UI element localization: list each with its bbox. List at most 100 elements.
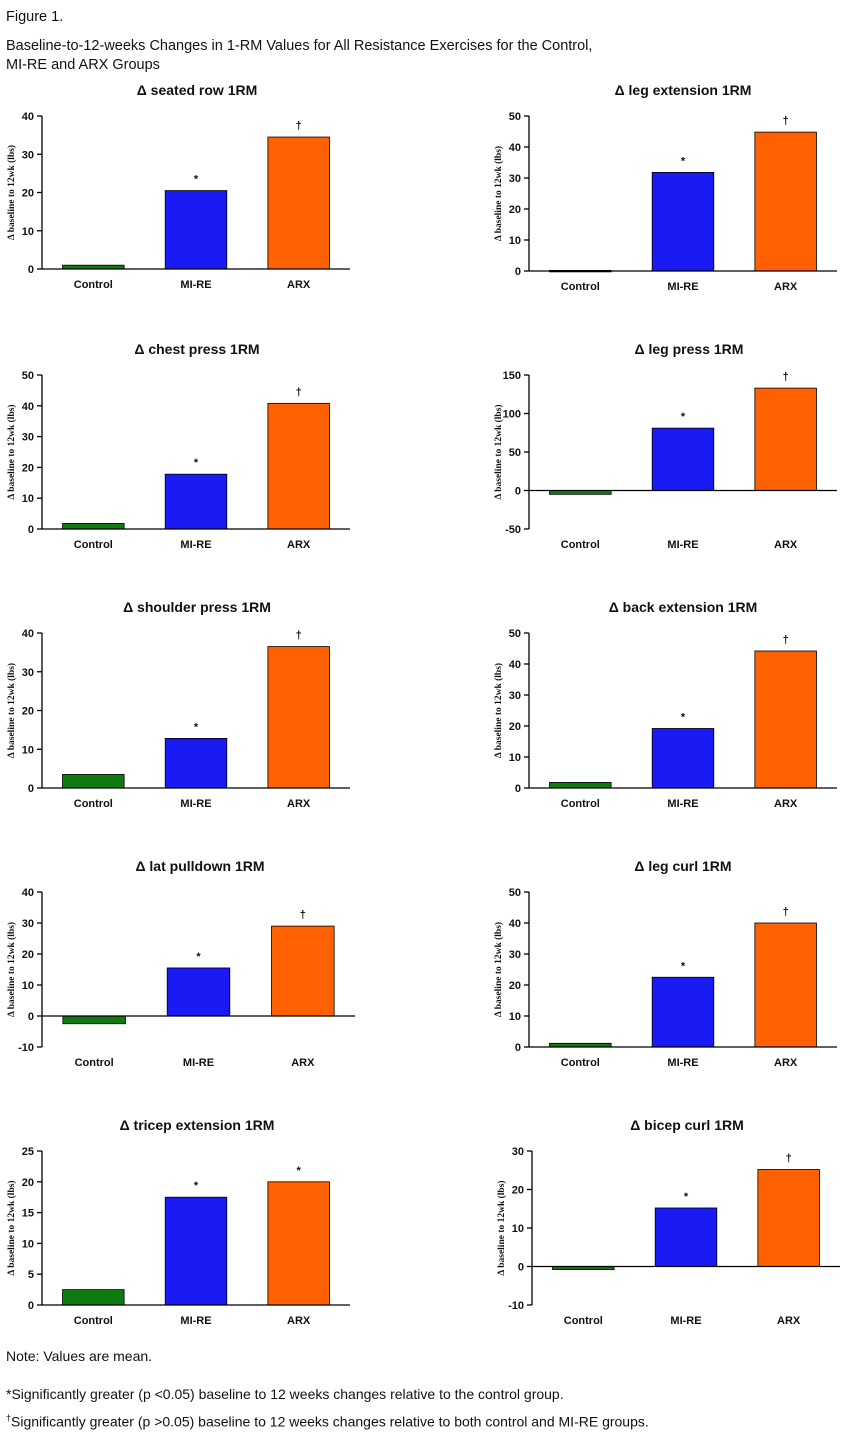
bar-arx xyxy=(754,650,817,789)
chart-leg-curl-1rm: Δ leg curl 1RM Δ baseline to 12wk (lbs) 0 1… xyxy=(493,858,837,1069)
x-tick-label-mi-re: MI-RE xyxy=(667,539,698,551)
figure-label: Figure 1. xyxy=(6,9,64,25)
y-tick-label: 20 xyxy=(512,1185,524,1197)
x-tick-label-arx: ARX xyxy=(287,1315,311,1327)
y-tick-label: 30 xyxy=(509,949,521,961)
y-tick-label: 50 xyxy=(509,628,521,640)
y-axis-label: Δ baseline to 12wk (lbs) xyxy=(493,922,504,1017)
y-tick-label: 30 xyxy=(512,1146,524,1158)
dagger-symbol: † xyxy=(6,1413,12,1423)
y-tick-label: 0 xyxy=(28,524,34,536)
y-axis-label: Δ baseline to 12wk (lbs) xyxy=(6,663,17,758)
y-tick-label: 50 xyxy=(509,447,521,459)
bar-arx xyxy=(267,646,330,789)
figure-title-line-2: MI-RE and ARX Groups xyxy=(6,57,160,73)
chart-title: Δ bicep curl 1RM xyxy=(630,1117,744,1133)
chart-title: Δ tricep extension 1RM xyxy=(120,1117,275,1133)
y-tick-label: 50 xyxy=(509,111,521,123)
y-axis-label: Δ baseline to 12wk (lbs) xyxy=(493,404,504,499)
x-tick-label-control: Control xyxy=(561,281,600,293)
chart-tricep-extension-1rm: Δ tricep extension 1RM Δ baseline to 12wk… xyxy=(6,1117,350,1327)
bar-control xyxy=(549,782,612,789)
y-tick-label: 30 xyxy=(22,667,34,679)
y-tick-label: 50 xyxy=(22,370,34,382)
chart-title: Δ lat pulldown 1RM xyxy=(135,858,264,874)
significance-mark-arx: † xyxy=(783,634,789,646)
bar-arx xyxy=(267,136,330,270)
chart-title: Δ chest press 1RM xyxy=(134,341,259,357)
y-tick-label: 20 xyxy=(509,721,521,733)
y-tick-label: 40 xyxy=(509,918,521,930)
bar-mi-re xyxy=(164,1196,228,1306)
significance-mark-arx: † xyxy=(296,630,302,642)
chart-title: Δ leg curl 1RM xyxy=(634,858,731,874)
significance-mark-arx: † xyxy=(786,1152,792,1164)
x-tick-label-arx: ARX xyxy=(774,798,798,810)
x-tick-label-mi-re: MI-RE xyxy=(180,1315,211,1327)
y-tick-label: 20 xyxy=(22,462,34,474)
y-tick-label: 40 xyxy=(22,628,34,640)
y-axis-label: Δ baseline to 12wk (lbs) xyxy=(493,663,504,758)
bar-control xyxy=(62,774,125,789)
x-tick-label-control: Control xyxy=(74,539,113,551)
x-tick-label-control: Control xyxy=(74,279,113,291)
y-tick-label: 100 xyxy=(503,409,521,421)
x-tick-label-arx: ARX xyxy=(774,281,798,293)
chart-title: Δ back extension 1RM xyxy=(609,599,758,615)
bar-arx xyxy=(754,131,817,272)
y-tick-label: 10 xyxy=(509,235,521,247)
chart-shoulder-press-1rm: Δ shoulder press 1RM Δ baseline to 12wk (… xyxy=(6,599,350,810)
bar-control xyxy=(62,523,125,530)
y-tick-label: 10 xyxy=(509,752,521,764)
chart-back-extension-1rm: Δ back extension 1RM Δ baseline to 12wk (… xyxy=(493,599,837,810)
y-tick-label: 30 xyxy=(22,918,34,930)
chart-lat-pulldown-1rm: Δ lat pulldown 1RM Δ baseline to 12wk (lb… xyxy=(6,858,355,1069)
y-tick-label: 0 xyxy=(28,1300,34,1312)
note-significance-star: *Significantly greater (p <0.05) baselin… xyxy=(6,1386,564,1402)
chart-bicep-curl-1rm: Δ bicep curl 1RM Δ baseline to 12wk (lbs)… xyxy=(496,1117,840,1327)
chart-leg-press-1rm: Δ leg press 1RM Δ baseline to 12wk (lbs) -… xyxy=(493,341,837,551)
note-dagger-text: Significantly greater (p >0.05) baseline… xyxy=(11,1413,649,1430)
significance-mark-arx: † xyxy=(783,115,789,127)
significance-mark-arx: † xyxy=(296,120,302,132)
y-axis-label: Δ baseline to 12wk (lbs) xyxy=(6,1180,17,1275)
x-tick-label-arx: ARX xyxy=(777,1315,801,1327)
chart-title: Δ leg press 1RM xyxy=(635,341,744,357)
y-tick-label: 30 xyxy=(22,432,34,444)
note-values: Note: Values are mean. xyxy=(6,1348,153,1364)
y-axis-label: Δ baseline to 12wk (lbs) xyxy=(6,404,17,499)
y-tick-label: 20 xyxy=(22,188,34,200)
x-tick-label-control: Control xyxy=(561,798,600,810)
bar-control xyxy=(62,1289,125,1306)
x-tick-label-arx: ARX xyxy=(287,539,311,551)
x-tick-label-mi-re: MI-RE xyxy=(183,1057,214,1069)
y-tick-label: 40 xyxy=(22,401,34,413)
x-tick-label-arx: ARX xyxy=(291,1057,315,1069)
x-tick-label-control: Control xyxy=(74,798,113,810)
y-tick-label: 0 xyxy=(28,783,34,795)
bar-arx xyxy=(754,387,817,491)
bar-arx xyxy=(271,925,335,1017)
x-tick-label-mi-re: MI-RE xyxy=(180,539,211,551)
bar-mi-re xyxy=(651,427,715,491)
y-tick-label: 0 xyxy=(515,1042,521,1054)
y-tick-label: -10 xyxy=(18,1042,34,1054)
y-tick-label: 0 xyxy=(28,264,34,276)
y-tick-label: 20 xyxy=(22,1177,34,1189)
y-tick-label: 30 xyxy=(509,173,521,185)
y-tick-label: -10 xyxy=(508,1300,524,1312)
significance-mark-mi-re: * xyxy=(681,155,686,167)
y-tick-label: 20 xyxy=(22,949,34,961)
x-tick-label-mi-re: MI-RE xyxy=(667,1057,698,1069)
note-significance-dagger: †Significantly greater (p >0.05) baselin… xyxy=(6,1413,649,1430)
significance-mark-arx: * xyxy=(297,1165,302,1177)
y-tick-label: 10 xyxy=(509,1011,521,1023)
significance-mark-mi-re: * xyxy=(194,457,199,469)
y-axis-label: Δ baseline to 12wk (lbs) xyxy=(496,1180,507,1275)
x-tick-label-arx: ARX xyxy=(287,798,311,810)
chart-leg-extension-1rm: Δ leg extension 1RM Δ baseline to 12wk (l… xyxy=(493,82,837,293)
bar-mi-re xyxy=(166,967,231,1017)
chart-seated-row-1rm: Δ seated row 1RM Δ baseline to 12wk (lbs)… xyxy=(6,82,350,291)
chart-title: Δ seated row 1RM xyxy=(137,82,258,98)
